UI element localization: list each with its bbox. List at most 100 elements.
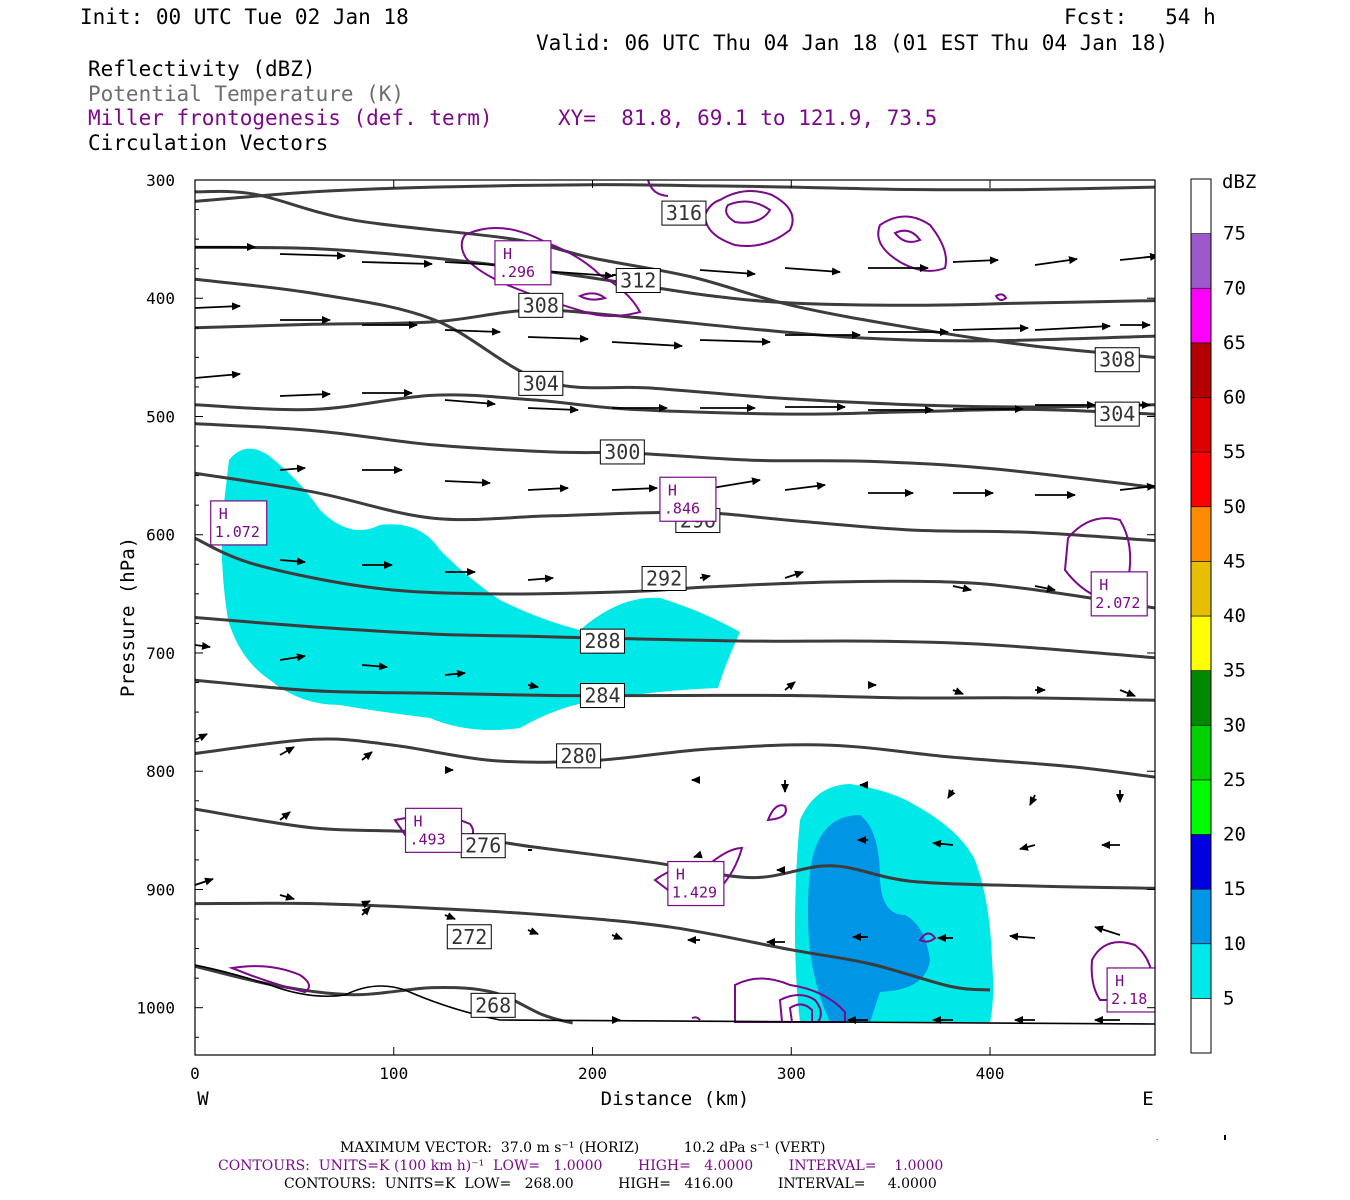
theta-contour-272 (195, 901, 991, 992)
x-tick-label: 100 (379, 1064, 408, 1083)
valid-time: Valid: 06 UTC Thu 04 Jan 18 (01 EST Thu … (536, 31, 1169, 55)
h-max-value: .296 (499, 263, 535, 281)
circulation-vector (195, 877, 214, 886)
circulation-vector (195, 641, 211, 650)
reference-vector-arrow-line (1224, 1135, 1226, 1140)
circulation-vector (279, 892, 295, 901)
theta-label-304: 304 (523, 371, 559, 395)
x-tick-label: 0 (190, 1064, 200, 1083)
legend-label: 5 (1223, 987, 1234, 1009)
frontogenesis-contour (766, 804, 787, 822)
theta-contour-304 (195, 277, 1155, 409)
circulation-vector (611, 932, 623, 940)
circulation-vector (279, 251, 346, 260)
circulation-vector (1019, 843, 1036, 851)
y-tick-label: 700 (146, 644, 175, 663)
circulation-vector (784, 570, 804, 579)
x-axis-east-label: E (1142, 1088, 1153, 1110)
theta-label-292: 292 (646, 566, 682, 590)
y-tick-label: 900 (146, 880, 175, 899)
h-max-value: 2.18 (1111, 990, 1147, 1008)
cross-section-endpoints: XY= 81.8, 69.1 to 121.9, 73.5 (558, 106, 938, 130)
legend-label: 60 (1223, 387, 1246, 409)
h-max-marker: H (1115, 972, 1124, 990)
theta-contour-304 (195, 393, 1155, 416)
theta-label-box (470, 992, 516, 1018)
h-max-box (494, 240, 552, 286)
legend-swatch-none (1190, 998, 1212, 1054)
circulation-vector (361, 751, 373, 761)
circulation-vector (952, 687, 964, 695)
theta-label-box (641, 565, 687, 591)
frontogenesis-contour (725, 200, 772, 224)
circulation-vector (361, 259, 433, 268)
max-vector-note: MAXIMUM VECTOR: 37.0 m s⁻¹ (HORIZ) 10.2 … (340, 1140, 826, 1156)
circulation-vector (195, 370, 241, 379)
theta-label-276: 276 (465, 834, 501, 858)
circulation-vector (1009, 932, 1036, 941)
legend-title: dBZ (1222, 171, 1256, 193)
field-potential-temperature: Potential Temperature (K) (88, 82, 405, 106)
h-max-box (210, 500, 268, 546)
legend-swatch-25 (1190, 724, 1212, 781)
y-axis-label: Pressure (hPa) (117, 537, 139, 697)
legend-swatch-40 (1190, 561, 1212, 617)
theta-label-272: 272 (451, 925, 487, 949)
frontogenesis-contour (734, 977, 846, 1023)
legend-label: 65 (1223, 332, 1246, 354)
circulation-vector (932, 839, 954, 848)
x-tick-label: 400 (976, 1064, 1005, 1083)
h-max-marker: H (503, 245, 512, 263)
init-time: Init: 00 UTC Tue 02 Jan 18 (80, 5, 409, 29)
legend-label: 45 (1223, 550, 1246, 572)
circulation-vector (195, 302, 241, 311)
theta-label-308: 308 (1099, 348, 1135, 372)
circulation-vector (195, 733, 208, 742)
theta-label-288: 288 (584, 629, 620, 653)
theta-label-box (599, 439, 645, 465)
x-tick-label: 300 (777, 1064, 806, 1083)
h-max-marker: H (414, 812, 423, 830)
theta-contour-316 (195, 183, 1155, 203)
theta-label-280: 280 (561, 744, 597, 768)
frontogenesis-contour (778, 994, 822, 1023)
circulation-vector (279, 653, 306, 662)
theta-contour-labels: 3163123083083043043002962922882842802762… (446, 200, 1140, 1018)
circulation-vector (527, 927, 539, 935)
circulation-vector (527, 574, 554, 583)
theta-label-box (518, 370, 564, 396)
legend-label: 30 (1223, 714, 1246, 736)
legend-swatch-30 (1190, 670, 1212, 726)
legend-label: 75 (1223, 223, 1246, 245)
h-max-marker: H (668, 481, 677, 499)
theta-contour-268 (195, 964, 574, 1025)
h-max-marker: H (1099, 576, 1108, 594)
theta-label-box (579, 628, 625, 654)
circulation-vector (947, 789, 956, 799)
theta-contour-288 (195, 616, 1155, 660)
circulation-vector (952, 324, 1029, 333)
theta-contour-note: CONTOURS: UNITS=K LOW= 268.00 HIGH= 416.… (284, 1176, 937, 1192)
theta-label-304: 304 (1099, 402, 1135, 426)
h-max-box (667, 860, 725, 907)
legend-swatch-5 (1190, 943, 1212, 999)
y-tick-label: 300 (146, 171, 175, 190)
circulation-vector (444, 399, 496, 408)
circulation-vector (784, 681, 796, 691)
circulation-vector (527, 334, 589, 343)
h-max-value: 1.429 (672, 884, 717, 902)
legend-swatch-65 (1190, 287, 1212, 344)
theta-label-308: 308 (523, 293, 559, 317)
circulation-vector (952, 584, 972, 593)
frontogenesis-contour (893, 229, 922, 243)
theta-label-268: 268 (475, 993, 511, 1017)
circulation-vector (1034, 256, 1078, 266)
circulation-vector (279, 557, 306, 566)
frontogenesis-contour (703, 190, 794, 247)
legend-swatch-20 (1190, 779, 1212, 835)
circulation-vector (279, 811, 291, 821)
h-max-box (1106, 967, 1155, 1013)
reference-vector-arrow (1155, 1135, 1226, 1140)
circulation-vector (699, 573, 711, 582)
